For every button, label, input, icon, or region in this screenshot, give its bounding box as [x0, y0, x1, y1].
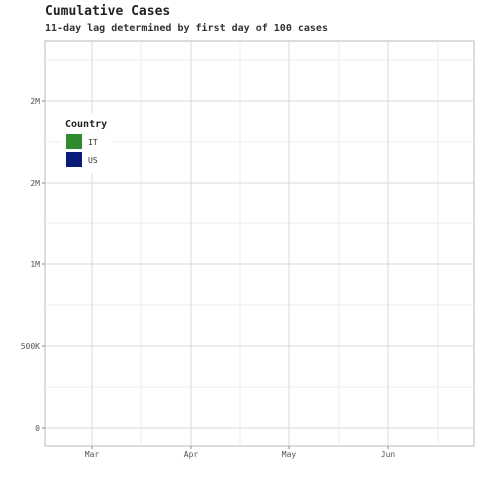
x-tick-label: May: [282, 450, 297, 459]
plot-panel: [44, 40, 475, 447]
chart-subtitle: 11-day lag determined by first day of 10…: [45, 23, 328, 34]
legend-key-us: [66, 152, 82, 167]
legend-label-us: US: [88, 156, 98, 165]
legend-key-it: [66, 134, 82, 149]
y-tick-label: 500K: [21, 342, 40, 351]
legend-label-it: IT: [88, 138, 98, 147]
x-tick-label: Apr: [184, 450, 199, 459]
y-tick-label: 2M: [30, 179, 40, 188]
y-tick-label: 0: [35, 424, 40, 433]
x-tick-label: Mar: [85, 450, 100, 459]
y-tick-label: 2M: [30, 97, 40, 106]
y-tick-label: 1M: [30, 260, 40, 269]
legend-title: Country: [65, 119, 107, 130]
chart-title: Cumulative Cases: [45, 4, 171, 19]
x-tick-label: Jun: [381, 450, 396, 459]
